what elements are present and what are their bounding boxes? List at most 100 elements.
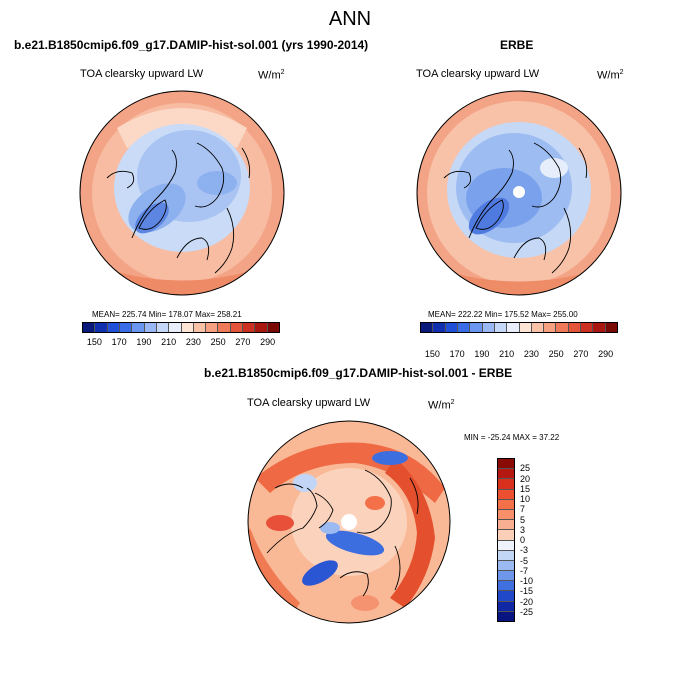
- panel2-colorbar-color-box: [531, 323, 545, 332]
- panel1-colorbar-color-box: [156, 323, 170, 332]
- panel3-colorbar-tick-label: 5: [520, 514, 526, 525]
- panel1-colorbar: [82, 322, 280, 333]
- panel2-colorbar-color-box: [445, 323, 458, 332]
- panel1-colorbar-tick-label: 290: [260, 337, 276, 347]
- panel1-colorbar-tick-label: 190: [136, 337, 152, 347]
- panel1-colorbar-color-box: [83, 323, 96, 332]
- panel1-colorbar-color-box: [181, 323, 194, 332]
- panel3-colorbar: [497, 458, 515, 622]
- panel3-colorbar-color-box: [498, 560, 514, 572]
- panel1-polar-map: [79, 90, 285, 296]
- panel2-colorbar-tick-label: 230: [523, 349, 539, 359]
- panel3-colorbar-tick-label: 15: [520, 483, 531, 494]
- panel3-colorbar-tick-label: 10: [520, 494, 531, 504]
- panel3-variable-label: TOA clearsky upward LW: [247, 397, 371, 409]
- panel1-colorbar-tick-label: 270: [235, 337, 251, 347]
- panel1-colorbar-tick-label: 230: [185, 337, 201, 347]
- panel3-colorbar-color-box: [498, 611, 514, 621]
- panel2-colorbar-color-box: [421, 323, 434, 332]
- panel1-colorbar-color-box: [95, 323, 108, 332]
- panel1-colorbar-color-box: [218, 323, 231, 332]
- panel2-colorbar-tick-label: 210: [499, 349, 515, 359]
- panel2-case-title: ERBE: [500, 38, 534, 52]
- panel3-stats: MIN = -25.24 MAX = 37.22: [464, 433, 560, 442]
- panel3-colorbar-tick-label: -15: [520, 586, 534, 597]
- panel3-colorbar-color-box: [498, 571, 514, 582]
- panel3-colorbar-tick-label: 20: [520, 473, 531, 484]
- panel1-colorbar-color-box: [243, 323, 256, 332]
- panel2-colorbar-color-box: [457, 323, 471, 332]
- panel2-colorbar-color-box: [568, 323, 582, 332]
- panel3-colorbar-tick-label: 25: [520, 463, 531, 474]
- panel2-polar-map: [416, 90, 622, 296]
- panel3-colorbar-tick-label: -20: [520, 596, 534, 607]
- panel2-colorbar-color-box: [593, 323, 606, 332]
- panel1-colorbar-color-box: [206, 323, 219, 332]
- panel3-colorbar-tick-label: -10: [520, 576, 534, 586]
- panel2-colorbar-tick-label: 150: [424, 349, 440, 359]
- panel2-colorbar-color-box: [433, 323, 446, 332]
- panel2-colorbar-color-box: [507, 323, 520, 332]
- panel1-colorbar-ticks: 150 170 190 210 230 250 270 290: [82, 337, 280, 349]
- panel2-colorbar-tick-label: 290: [598, 349, 614, 359]
- panel3-colorbar-color-box: [498, 591, 514, 602]
- panel1-colorbar-tick-label: 150: [86, 337, 102, 347]
- panel2-colorbar: [420, 322, 618, 333]
- panel2-colorbar-color-box: [470, 323, 483, 332]
- panel1-case-title: b.e21.B1850cmip6.f09_g17.DAMIP-hist-sol.…: [14, 38, 369, 52]
- panel2-colorbar-color-box: [519, 323, 532, 332]
- panel1-colorbar-tick-label: 170: [111, 337, 127, 347]
- panel3-colorbar-tick-label: -7: [520, 565, 529, 576]
- panel3-colorbar-color-box: [498, 581, 514, 592]
- panel3-case-title: b.e21.B1850cmip6.f09_g17.DAMIP-hist-sol.…: [204, 366, 513, 380]
- panel3-colorbar-color-box: [498, 509, 514, 521]
- panel1-colorbar-color-box: [107, 323, 120, 332]
- panel1-colorbar-color-box: [119, 323, 133, 332]
- panel2-colorbar-color-box: [556, 323, 569, 332]
- panel2-colorbar-color-box: [544, 323, 557, 332]
- panel3-colorbar-tick-label: 0: [520, 535, 526, 545]
- panel2-colorbar-ticks: 150 170 190 210 230 250 270 290: [420, 349, 618, 361]
- panel2-colorbar-color-box: [494, 323, 508, 332]
- panel2-units-label: W/m2: [597, 69, 624, 82]
- panel1-colorbar-color-box: [144, 323, 157, 332]
- panel3-colorbar-color-box: [498, 530, 514, 541]
- panel3-colorbar-color-box: [498, 601, 514, 612]
- panel1-colorbar-tick-label: 210: [161, 337, 177, 347]
- panel1-colorbar-color-box: [267, 323, 279, 332]
- panel2-colorbar-color-box: [482, 323, 495, 332]
- panel3-colorbar-ticks: 25 20 15 10 7 5 3 0 -3 -5 -7 -10 -15 -20 -25: [520, 458, 550, 622]
- panel1-stats: MEAN= 225.74 Min= 178.07 Max= 258.21: [92, 310, 242, 319]
- panel1-colorbar-color-box: [193, 323, 207, 332]
- panel3-colorbar-color-box: [498, 469, 514, 480]
- panel3-colorbar-tick-label: 3: [520, 524, 526, 535]
- panel1-colorbar-color-box: [255, 323, 268, 332]
- panel3-polar-map: [247, 420, 451, 624]
- panel3-colorbar-tick-label: 7: [520, 504, 526, 515]
- panel3-colorbar-color-box: [498, 520, 514, 531]
- panel1-colorbar-color-box: [132, 323, 145, 332]
- panel3-colorbar-tick-label: -3: [520, 545, 529, 556]
- panel3-colorbar-tick-label: -5: [520, 555, 529, 566]
- panel2-variable-label: TOA clearsky upward LW: [416, 68, 540, 80]
- panel3-colorbar-color-box: [498, 459, 514, 470]
- figure-title: ANN: [328, 8, 372, 30]
- panel1-units-label: W/m2: [258, 69, 285, 82]
- panel2-colorbar-tick-label: 250: [548, 349, 564, 359]
- panel1-colorbar-tick-label: 250: [210, 337, 226, 347]
- panel2-colorbar-color-box: [581, 323, 594, 332]
- panel3-units-label: W/m2: [428, 399, 455, 412]
- panel1-variable-label: TOA clearsky upward LW: [80, 68, 204, 80]
- panel2-colorbar-tick-label: 270: [573, 349, 589, 359]
- panel3-colorbar-color-box: [498, 550, 514, 561]
- panel3-colorbar-color-box: [498, 540, 514, 551]
- panel2-colorbar-tick-label: 170: [449, 349, 465, 359]
- panel1-colorbar-color-box: [169, 323, 182, 332]
- panel2-colorbar-tick-label: 190: [474, 349, 490, 359]
- panel3-colorbar-color-box: [498, 489, 514, 500]
- panel2-colorbar-color-box: [605, 323, 617, 332]
- panel3-colorbar-color-box: [498, 479, 514, 490]
- panel1-colorbar-color-box: [230, 323, 244, 332]
- panel2-stats: MEAN= 222.22 Min= 175.52 Max= 255.00: [428, 310, 578, 319]
- panel3-colorbar-color-box: [498, 499, 514, 510]
